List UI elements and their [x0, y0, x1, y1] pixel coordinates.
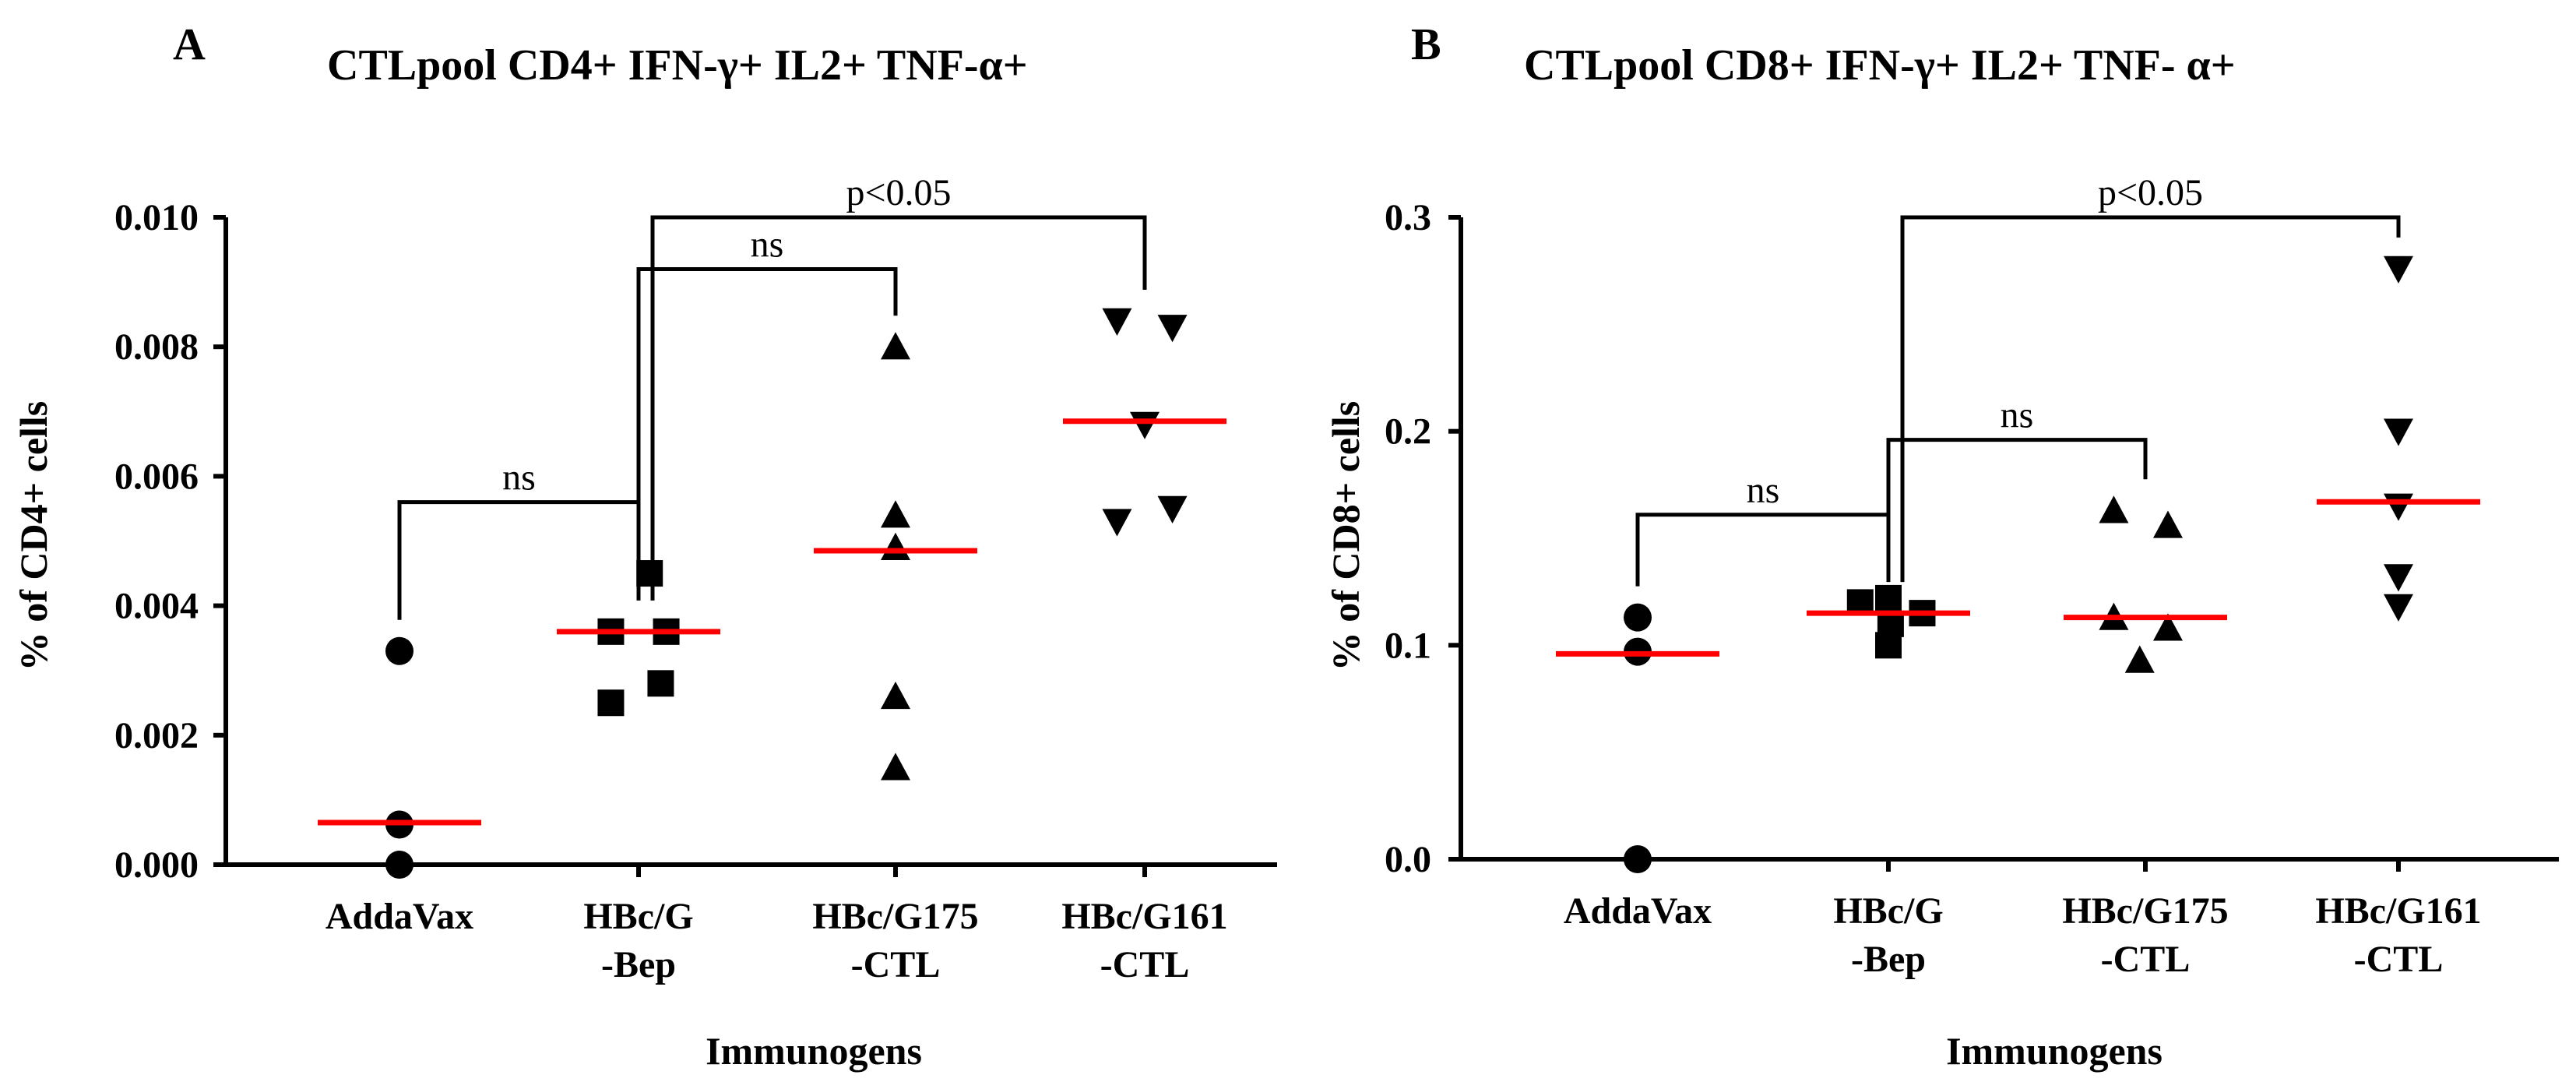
panel-a-point — [1157, 495, 1188, 523]
panel-a-point — [636, 560, 663, 587]
panel-b-bracket — [1886, 438, 2148, 583]
panel-a-xtick-label: HBc/G161 -CTL — [1061, 896, 1227, 985]
panel-a-bracket — [397, 500, 641, 620]
panel-b-point — [2152, 510, 2183, 538]
panel-b-ytick-label: 0.0 — [1385, 839, 1431, 880]
panel-a-ytick-label: 0.010 — [114, 197, 199, 238]
panel-b-bracket-label: ns — [2001, 395, 2034, 436]
panel-b-xtick-label: HBc/G -Bep — [1833, 890, 1943, 980]
panel-a-letter: A — [173, 19, 206, 69]
panel-b-ytick-label: 0.1 — [1385, 625, 1431, 666]
panel-a-title: CTLpool CD4+ IFN-γ+ IL2+ TNF-α+ — [327, 41, 1028, 90]
panel-a-point — [1157, 315, 1188, 343]
panel-a-point — [881, 681, 910, 710]
panel-b-ylabel: % of CD8+ cells — [1324, 401, 1367, 671]
panel-a-ytick-label: 0.006 — [114, 456, 199, 497]
panel-a-plot: 0.000 0.002 0.004 0.006 0.008 0.010 AddaVax HBc… — [114, 172, 1277, 985]
panel-b-ytick-label: 0.2 — [1385, 411, 1431, 453]
panel-b-plot: 0.0 0.1 0.2 0.3 AddaVax HBc/G -Bep HBc/G175 -CTL… — [1385, 172, 2559, 980]
panel-a-point — [881, 532, 910, 560]
panel-a-point — [1130, 411, 1160, 439]
panel-a-point — [1102, 308, 1132, 336]
panel-b-bracket — [1900, 215, 2401, 583]
panel-b-xlabel: Immunogens — [1946, 1029, 2163, 1073]
panel-b-xtick-label: HBc/G175 -CTL — [2062, 890, 2228, 980]
panel-a-bracket-label: ns — [502, 457, 536, 499]
panel-a-xtick-label: HBc/G -Bep — [583, 896, 693, 985]
panel-b-point — [2384, 564, 2413, 592]
panel-b-point — [2099, 495, 2129, 523]
panel-a-point — [1102, 509, 1132, 537]
panel-b-ytick-label: 0.3 — [1385, 197, 1431, 238]
panel-a-xlabel: Immunogens — [706, 1029, 922, 1073]
panel-a-point — [881, 500, 910, 528]
panel-b-point — [2384, 594, 2413, 622]
panel-b-letter: B — [1411, 19, 1441, 69]
panel-a-point — [385, 851, 413, 879]
panel-a-xtick-label: HBc/G175 -CTL — [812, 896, 978, 985]
panel-a-point — [881, 332, 910, 360]
panel-b-point — [2152, 613, 2183, 641]
panel-b-xtick-label: HBc/G161 -CTL — [2315, 890, 2481, 980]
panel-b-point — [1624, 603, 1652, 632]
panel-b-point — [1875, 584, 1902, 611]
panel-a-point — [647, 670, 674, 697]
panel-b-point — [2124, 645, 2155, 673]
panel-b-title: CTLpool CD8+ IFN-γ+ IL2+ TNF- α+ — [1524, 41, 2236, 90]
panel-a-point — [881, 752, 910, 781]
panel-b-point — [1624, 845, 1652, 873]
panel-a-bracket-label: ns — [751, 224, 784, 265]
panel-b-point — [2384, 418, 2413, 446]
panel-a-bracket-label: p<0.05 — [846, 172, 951, 213]
panel-b-point — [1875, 632, 1902, 659]
panel-b-xtick-label: AddaVax — [1564, 890, 1712, 932]
panel-a-ylabel: % of CD4+ cells — [12, 401, 55, 671]
panel-a-point — [385, 636, 413, 665]
panel-a-ytick-label: 0.008 — [114, 326, 199, 368]
panel-a-bracket — [636, 266, 898, 601]
panel-b-bracket-label: ns — [1747, 470, 1780, 511]
panel-a-ytick-label: 0.000 — [114, 844, 199, 886]
panel-a-point — [597, 689, 625, 717]
panel-a-ytick-label: 0.002 — [114, 715, 199, 756]
panel-b-point — [2384, 493, 2413, 521]
panel-b-bracket — [1635, 513, 1891, 587]
panel-b-point — [2384, 256, 2413, 284]
panel-a-bracket — [650, 215, 1147, 601]
panel-a-ytick-label: 0.004 — [114, 586, 199, 627]
panel-b-bracket-label: p<0.05 — [2098, 172, 2203, 213]
panel-a-xtick-label: AddaVax — [326, 896, 473, 937]
